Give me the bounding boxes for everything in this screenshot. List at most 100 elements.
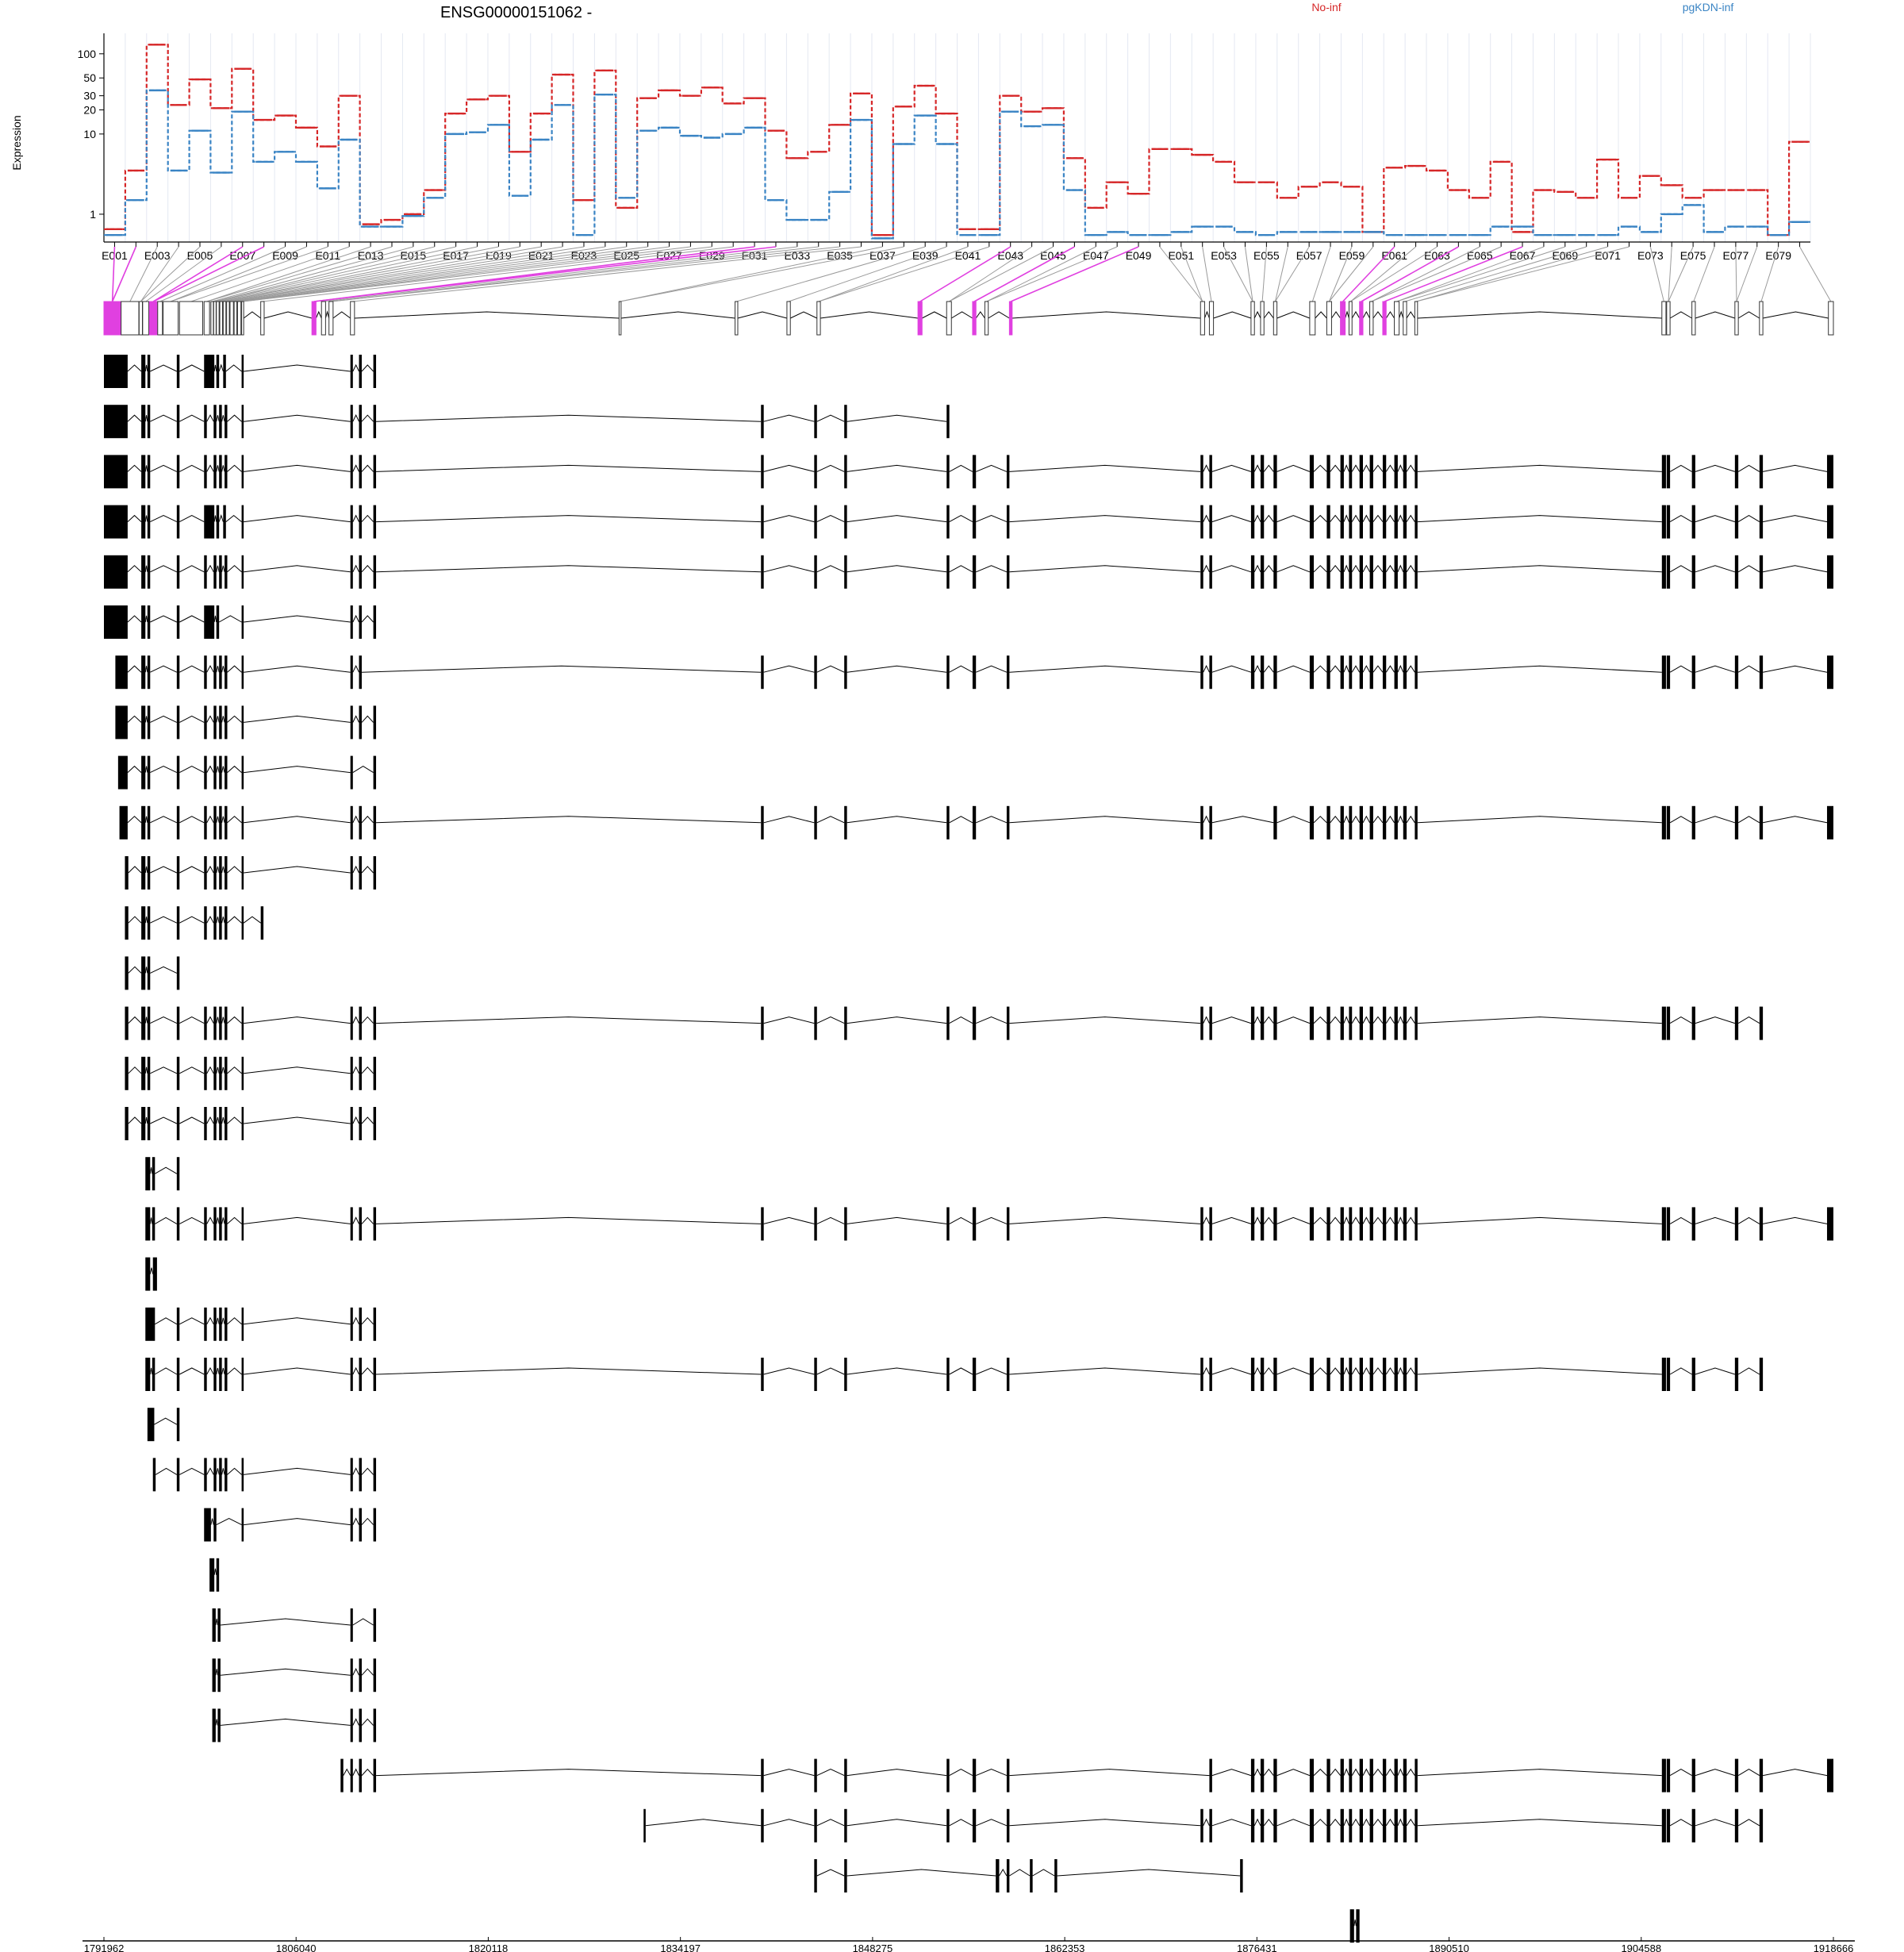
exon-block	[1734, 1358, 1739, 1391]
exon-block	[223, 505, 226, 539]
intron-line	[221, 1468, 225, 1475]
model-intron	[950, 311, 973, 319]
exon-block	[241, 1508, 244, 1542]
exon-block	[1403, 1358, 1407, 1391]
intron-line	[1385, 464, 1395, 472]
exon-block	[1826, 505, 1833, 539]
exon-connector	[1371, 246, 1480, 302]
intron-line	[144, 716, 148, 723]
exon-block	[373, 555, 377, 589]
intron-line	[352, 1116, 359, 1124]
exon-block	[814, 655, 817, 690]
exon-block	[225, 455, 228, 489]
exon-block	[1006, 805, 1010, 840]
intron-line	[1351, 514, 1361, 522]
exon-block	[1369, 505, 1373, 539]
exon-block	[1759, 1758, 1764, 1793]
exon-block	[213, 655, 217, 690]
intron-line	[1737, 565, 1760, 573]
model-exon	[241, 301, 244, 336]
exon-connector	[331, 246, 840, 302]
exon-connector	[1371, 246, 1502, 302]
exon-connector	[1159, 246, 1203, 302]
model-exon	[1691, 301, 1696, 336]
intron-line	[227, 1016, 242, 1024]
exon-connector	[1342, 246, 1395, 302]
exon-connector	[1202, 246, 1212, 302]
exon-block	[1359, 505, 1363, 539]
exon-block	[373, 405, 377, 439]
exon-block	[225, 1006, 228, 1040]
model-intron	[1385, 311, 1395, 319]
exon-block	[1759, 455, 1764, 489]
exon-block	[761, 655, 764, 690]
exon-block	[1826, 655, 1833, 690]
exon-block	[1382, 805, 1387, 840]
exon-block	[1273, 455, 1277, 489]
genome-axis-tick-label: 1862353	[1045, 1942, 1085, 1952]
exon-connector	[140, 246, 201, 302]
exon-block	[1661, 455, 1666, 489]
intron-line	[1203, 1016, 1210, 1024]
model-exon	[328, 301, 334, 336]
exon-block	[761, 1207, 764, 1241]
intron-line	[1263, 514, 1274, 522]
exon-block	[350, 1307, 353, 1341]
intron-line	[1009, 1216, 1201, 1224]
intron-line	[1737, 1216, 1760, 1224]
exon-block	[225, 856, 228, 890]
intron-line	[1737, 816, 1760, 824]
exon-block	[373, 355, 377, 388]
exon-block	[814, 1758, 817, 1793]
exon-block	[1734, 505, 1739, 539]
model-exon	[222, 301, 227, 336]
intron-line	[1397, 564, 1404, 572]
intron-line	[1009, 1869, 1031, 1877]
exon-block	[1200, 1808, 1203, 1842]
intron-line	[361, 414, 374, 422]
transcript-22	[147, 1408, 180, 1442]
intron-line	[361, 1467, 374, 1475]
exon-connector	[1261, 246, 1267, 302]
exon-block	[1666, 1758, 1671, 1793]
intron-line	[949, 1016, 973, 1024]
exon-block	[241, 605, 244, 639]
exon-block	[141, 805, 146, 840]
intron-line	[1695, 464, 1736, 472]
model-exon	[236, 301, 242, 336]
exon-connector	[242, 246, 712, 302]
exon-block	[1394, 555, 1398, 589]
exon-block	[1359, 655, 1363, 690]
exon-block	[213, 1107, 217, 1140]
exon-block	[1209, 1207, 1212, 1241]
intron-line	[1695, 565, 1736, 573]
intron-line	[213, 364, 217, 372]
intron-line	[1343, 464, 1349, 472]
exon-block	[814, 555, 817, 589]
intron-line	[1351, 1016, 1361, 1024]
intron-line	[1353, 1919, 1357, 1927]
exon-block	[147, 906, 151, 940]
exon-block	[1403, 555, 1407, 589]
intron-line	[216, 1066, 220, 1074]
exon-block	[204, 856, 207, 890]
exon-block	[814, 1859, 817, 1892]
exon-block	[241, 555, 244, 589]
intron-line	[1276, 1016, 1311, 1024]
intron-line	[976, 1769, 1008, 1777]
y-tick-label: 50	[83, 71, 96, 84]
intron-line	[244, 464, 351, 472]
exon-block	[373, 1006, 377, 1040]
exon-block	[213, 1307, 217, 1341]
intron-line	[763, 515, 815, 523]
exon-block	[176, 705, 180, 740]
intron-line	[1669, 665, 1692, 673]
model-exon	[1326, 301, 1332, 336]
exon-connector	[111, 246, 137, 302]
intron-line	[144, 1016, 148, 1024]
exon-block	[1759, 655, 1764, 690]
model-exon	[1309, 301, 1316, 336]
intron-line	[949, 565, 973, 573]
intron-line	[352, 564, 359, 573]
exon-block	[350, 1207, 353, 1241]
